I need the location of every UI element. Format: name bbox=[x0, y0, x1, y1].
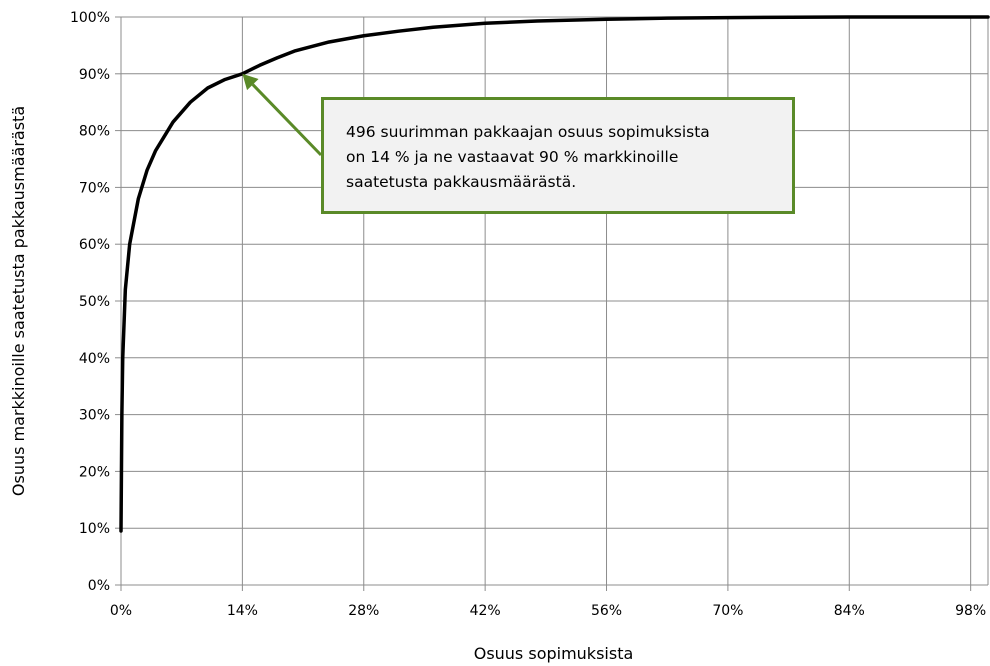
callout-arrow-shaft bbox=[251, 83, 323, 157]
y-tick-label: 20% bbox=[79, 464, 110, 480]
y-tick-label: 40% bbox=[79, 351, 110, 367]
y-tick-label: 10% bbox=[79, 521, 110, 537]
y-tick-label: 80% bbox=[79, 124, 110, 140]
x-tick-label: 0% bbox=[110, 603, 132, 619]
x-tick-label: 98% bbox=[955, 603, 986, 619]
callout-arrow-head bbox=[242, 73, 259, 91]
series-line bbox=[119, 15, 990, 533]
x-axis-ticks: 0% 14% 28% 42% 56% 70% 84% 98% bbox=[110, 603, 986, 619]
annotation-line: saatetusta pakkausmäärästä. bbox=[346, 173, 577, 191]
annotation-line: 496 suurimman pakkaajan osuus sopimuksis… bbox=[346, 123, 710, 141]
x-tick-label: 84% bbox=[834, 603, 865, 619]
x-tick-label: 56% bbox=[591, 603, 622, 619]
x-tick-label: 14% bbox=[227, 603, 258, 619]
y-tick-label: 90% bbox=[79, 67, 110, 83]
callout-arrow bbox=[242, 73, 323, 157]
y-tick-label: 70% bbox=[79, 180, 110, 196]
y-tick-label: 30% bbox=[79, 408, 110, 424]
gridlines bbox=[120, 16, 989, 591]
x-tick-label: 28% bbox=[348, 603, 379, 619]
y-axis-title: Osuus markkinoille saatetusta pakkausmää… bbox=[9, 106, 28, 496]
x-tick-label: 42% bbox=[470, 603, 501, 619]
x-axis-title: Osuus sopimuksista bbox=[474, 644, 634, 663]
y-tick-label: 100% bbox=[70, 10, 110, 26]
y-tick-label: 60% bbox=[79, 237, 110, 253]
annotation-line: on 14 % ja ne vastaavat 90 % markkinoill… bbox=[346, 148, 679, 166]
y-axis-ticks: 0% 10% 20% 30% 40% 50% 60% 70% 80% 90% 100% bbox=[70, 10, 121, 594]
y-tick-label: 0% bbox=[88, 578, 110, 594]
x-tick-label: 70% bbox=[712, 603, 743, 619]
annotation-callout: 496 suurimman pakkaajan osuus sopimuksis… bbox=[321, 97, 795, 214]
y-tick-label: 50% bbox=[79, 294, 110, 310]
